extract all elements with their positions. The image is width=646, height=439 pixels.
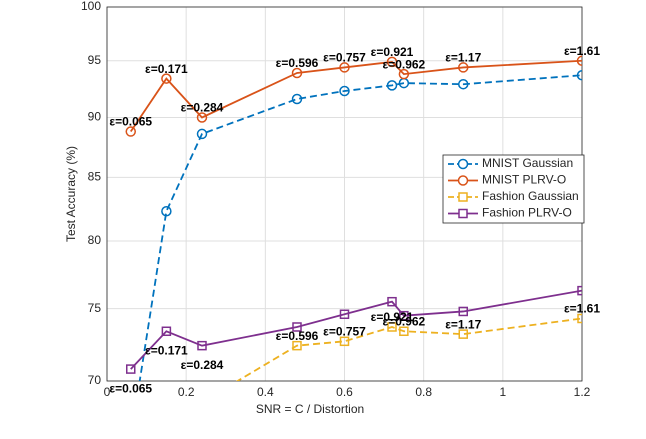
point-label: ε=0.171 xyxy=(145,62,188,76)
marker xyxy=(458,78,469,90)
point-label: ε=1.17 xyxy=(445,51,481,65)
point-label: ε=0.757 xyxy=(323,324,366,338)
point-label: ε=1.61 xyxy=(564,44,600,58)
x-axis-label: SNR = C / Distortion xyxy=(256,402,364,416)
marker xyxy=(162,423,170,431)
legend-marker xyxy=(457,175,469,186)
marker xyxy=(576,69,582,81)
x-tick-label: 0.2 xyxy=(178,385,195,399)
marker xyxy=(161,326,172,337)
marker xyxy=(291,67,303,79)
series-line xyxy=(138,74,582,381)
series-line xyxy=(130,289,582,370)
marker xyxy=(339,85,350,97)
y-tick-label: 70 xyxy=(88,373,102,387)
point-label: ε=0.962 xyxy=(383,57,426,71)
marker xyxy=(339,309,350,320)
marker xyxy=(196,112,208,123)
x-tick-label: 0.8 xyxy=(415,385,432,399)
marker xyxy=(458,62,469,73)
marker xyxy=(198,398,206,406)
marker xyxy=(577,313,582,324)
y-tick-label: 80 xyxy=(88,233,102,247)
marker xyxy=(399,326,409,337)
point-label: ε=0.171 xyxy=(145,343,188,357)
y-tick-label: 85 xyxy=(88,170,102,184)
y-tick-label: 100 xyxy=(81,0,101,13)
x-tick-label: 1.2 xyxy=(574,385,591,399)
marker xyxy=(126,364,136,374)
point-label: ε=0.596 xyxy=(276,329,319,343)
marker xyxy=(387,296,397,307)
legend-marker xyxy=(458,192,468,202)
marker xyxy=(161,73,172,84)
point-label: ε=1.17 xyxy=(445,317,481,331)
x-tick-label: 0.4 xyxy=(257,385,274,399)
marker xyxy=(196,128,208,140)
marker xyxy=(386,56,398,68)
y-tick-label: 75 xyxy=(88,301,102,315)
legend-marker xyxy=(457,158,469,170)
legend-label: MNIST Gaussian xyxy=(482,156,573,170)
marker xyxy=(398,68,410,80)
marker xyxy=(125,126,136,137)
marker xyxy=(292,340,302,351)
point-label: ε=0.921 xyxy=(371,45,414,59)
marker xyxy=(197,340,207,351)
marker xyxy=(126,433,135,439)
marker xyxy=(576,55,582,67)
x-tick-label: 0 xyxy=(104,385,111,399)
marker xyxy=(386,80,398,91)
point-label: ε=0.962 xyxy=(383,314,426,328)
y-tick-label: 95 xyxy=(88,53,102,67)
point-label: ε=0.596 xyxy=(276,56,319,70)
legend-label: MNIST PLRV-O xyxy=(482,173,566,187)
x-tick-label: 1 xyxy=(499,385,506,399)
marker xyxy=(387,322,397,332)
marker xyxy=(577,285,582,296)
x-tick-label: 0.6 xyxy=(336,385,353,399)
point-label: ε=0.757 xyxy=(323,51,366,65)
marker xyxy=(161,206,172,217)
point-label: ε=0.921 xyxy=(371,310,414,324)
y-tick-label: 90 xyxy=(88,110,102,124)
marker xyxy=(458,329,468,339)
plot-layer xyxy=(125,55,582,439)
series-line xyxy=(130,59,582,133)
point-label: ε=0.065 xyxy=(109,115,152,129)
marker xyxy=(458,306,468,317)
point-label: ε=0.065 xyxy=(109,381,152,395)
series-line xyxy=(235,317,582,381)
marker xyxy=(292,322,302,332)
marker xyxy=(339,62,350,73)
marker xyxy=(399,310,409,321)
point-label: ε=1.61 xyxy=(564,302,600,316)
point-label: ε=0.284 xyxy=(181,358,224,372)
y-axis-label: Test Accuracy (%) xyxy=(64,146,78,242)
legend-marker xyxy=(458,208,468,219)
marker xyxy=(291,93,303,105)
point-label: ε=0.284 xyxy=(181,101,224,115)
marker xyxy=(339,336,350,347)
legend-label: Fashion PLRV-O xyxy=(482,206,572,220)
legend-label: Fashion Gaussian xyxy=(482,189,579,203)
